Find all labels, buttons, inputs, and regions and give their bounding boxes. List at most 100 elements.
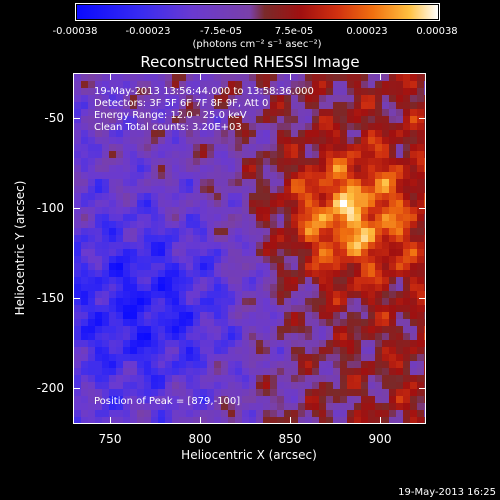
heatmap-cell	[277, 326, 284, 333]
heatmap-cell	[396, 207, 403, 214]
heatmap-cell	[137, 74, 144, 81]
heatmap-cell	[319, 361, 326, 368]
heatmap-cell	[144, 333, 151, 340]
heatmap-cell	[151, 123, 158, 130]
heatmap-cell	[340, 186, 347, 193]
heatmap-cell	[158, 235, 165, 242]
heatmap-cell	[382, 340, 389, 347]
heatmap-cell	[298, 109, 305, 116]
heatmap-cell	[165, 326, 172, 333]
heatmap-cell	[403, 347, 410, 354]
heatmap-cell	[158, 144, 165, 151]
heatmap-cell	[186, 235, 193, 242]
heatmap-cell	[207, 130, 214, 137]
heatmap-cell	[214, 389, 221, 396]
heatmap-cell	[340, 396, 347, 403]
heatmap-cell	[375, 123, 382, 130]
heatmap-cell	[305, 235, 312, 242]
heatmap-cell	[396, 270, 403, 277]
heatmap-cell	[130, 179, 137, 186]
heatmap-cell	[179, 116, 186, 123]
heatmap-cell	[109, 270, 116, 277]
heatmap-cell	[116, 249, 123, 256]
heatmap-cell	[410, 340, 417, 347]
heatmap-cell	[88, 214, 95, 221]
heatmap-cell	[102, 403, 109, 410]
heatmap-cell	[284, 235, 291, 242]
heatmap-cell	[256, 172, 263, 179]
heatmap-cell	[361, 375, 368, 382]
heatmap-cell	[389, 256, 396, 263]
x-tick-mark	[380, 74, 381, 80]
heatmap-cell	[81, 214, 88, 221]
heatmap-cell	[361, 130, 368, 137]
heatmap-cell	[214, 165, 221, 172]
heatmap-cell	[130, 214, 137, 221]
heatmap-cell	[137, 410, 144, 417]
heatmap-cell	[368, 291, 375, 298]
heatmap-cell	[361, 277, 368, 284]
heatmap-cell	[137, 277, 144, 284]
heatmap-cell	[354, 109, 361, 116]
heatmap-cell	[347, 256, 354, 263]
heatmap-cell	[193, 221, 200, 228]
heatmap-cell	[382, 256, 389, 263]
heatmap-cell	[179, 368, 186, 375]
heatmap-cell	[151, 116, 158, 123]
heatmap-cell	[298, 298, 305, 305]
heatmap-cell	[151, 375, 158, 382]
heatmap-cell	[193, 319, 200, 326]
heatmap-cell	[158, 256, 165, 263]
heatmap-cell	[347, 242, 354, 249]
heatmap-cell	[179, 186, 186, 193]
heatmap-cell	[130, 277, 137, 284]
heatmap-cell	[375, 158, 382, 165]
heatmap-cell	[200, 382, 207, 389]
heatmap-cell	[305, 396, 312, 403]
heatmap-cell	[242, 137, 249, 144]
heatmap-cell	[417, 333, 424, 340]
heatmap-cell	[417, 179, 424, 186]
heatmap-cell	[242, 151, 249, 158]
heatmap-cell	[396, 144, 403, 151]
heatmap-cell	[102, 305, 109, 312]
heatmap-cell	[109, 137, 116, 144]
heatmap-cell	[298, 326, 305, 333]
heatmap-cell	[74, 256, 81, 263]
heatmap-cell	[375, 375, 382, 382]
heatmap-cell	[137, 172, 144, 179]
heatmap-cell	[151, 165, 158, 172]
heatmap-cell	[151, 417, 158, 423]
heatmap-cell	[375, 410, 382, 417]
heatmap-cell	[277, 179, 284, 186]
heatmap-cell	[263, 137, 270, 144]
heatmap-cell	[368, 186, 375, 193]
heatmap-cell	[424, 396, 425, 403]
heatmap-cell	[256, 312, 263, 319]
heatmap-cell	[424, 109, 425, 116]
heatmap-cell	[354, 179, 361, 186]
heatmap-cell	[102, 312, 109, 319]
heatmap-cell	[368, 417, 375, 423]
heatmap-cell	[389, 151, 396, 158]
heatmap-cell	[95, 305, 102, 312]
heatmap-cell	[235, 144, 242, 151]
heatmap-cell	[102, 375, 109, 382]
heatmap-cell	[410, 242, 417, 249]
heatmap-cell	[382, 291, 389, 298]
heatmap-cell	[214, 305, 221, 312]
heatmap-cell	[242, 158, 249, 165]
heatmap-cell	[235, 326, 242, 333]
heatmap-cell	[102, 123, 109, 130]
heatmap-cell	[410, 144, 417, 151]
heatmap-cell	[221, 74, 228, 81]
heatmap-cell	[256, 389, 263, 396]
heatmap-cell	[137, 298, 144, 305]
heatmap-cell	[291, 249, 298, 256]
heatmap-cell	[256, 200, 263, 207]
heatmap-cell	[95, 361, 102, 368]
heatmap-cell	[375, 403, 382, 410]
heatmap-cell	[263, 284, 270, 291]
heatmap-cell	[186, 319, 193, 326]
heatmap-cell	[88, 375, 95, 382]
